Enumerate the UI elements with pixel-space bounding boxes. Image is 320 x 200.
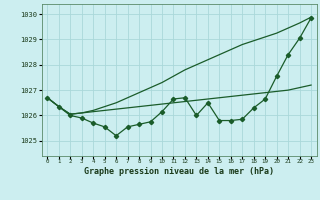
X-axis label: Graphe pression niveau de la mer (hPa): Graphe pression niveau de la mer (hPa) <box>84 167 274 176</box>
